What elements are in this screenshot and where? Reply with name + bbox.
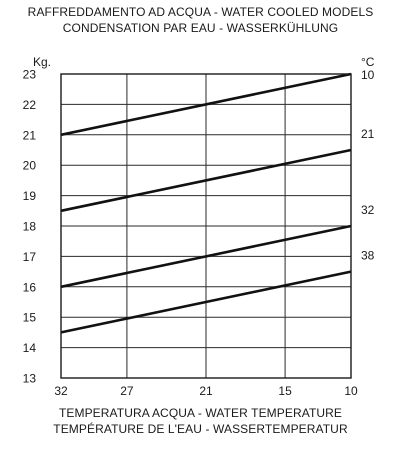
- y-tick-label: 21: [23, 128, 37, 142]
- series-labels: 10 21 32 38: [361, 68, 375, 263]
- y-axis-label: Kg.: [33, 55, 51, 69]
- x-tick-label: 27: [120, 384, 134, 398]
- y-tick-label: 16: [23, 280, 37, 294]
- y-tick-label: 17: [23, 250, 37, 264]
- y-tick-label: 18: [23, 220, 37, 234]
- series-label: 38: [361, 249, 375, 263]
- y-tick-label: 23: [23, 68, 37, 82]
- series-lines: [60, 72, 352, 334]
- series-label: 21: [361, 127, 375, 141]
- series-unit-label: °C: [361, 55, 375, 69]
- x-tick-labels: 32 27 21 15 10: [54, 384, 358, 398]
- series-label: 10: [361, 68, 375, 82]
- x-tick-label: 10: [344, 384, 358, 398]
- x-tick-label: 15: [278, 384, 292, 398]
- series-line: [60, 270, 352, 334]
- chart-title-line-2: CONDENSATION PAR EAU - WASSERKÜHLUNG: [62, 21, 339, 35]
- x-tick-label: 32: [54, 384, 68, 398]
- y-tick-label: 19: [23, 189, 37, 203]
- plot-frame: [60, 73, 352, 379]
- chart-title-line-1: RAFFREDDAMENTO AD ACQUA - WATER COOLED M…: [27, 5, 374, 19]
- y-tick-label: 15: [23, 311, 37, 325]
- x-axis-label-line-2: TEMPÉRATURE DE L'EAU - WASSERTEMPERATUR: [53, 422, 348, 436]
- series-line: [60, 224, 352, 289]
- y-tick-labels: 13 14 15 16 17 18 19 20 21 22 23: [23, 68, 37, 386]
- series-line: [60, 72, 352, 137]
- y-tick-label: 13: [23, 372, 37, 386]
- y-tick-label: 22: [23, 98, 37, 112]
- grid-lines: [60, 73, 352, 379]
- series-label: 32: [361, 203, 375, 217]
- y-tick-label: 14: [23, 341, 37, 355]
- x-tick-label: 21: [199, 384, 213, 398]
- series-line: [60, 148, 352, 213]
- y-tick-label: 20: [23, 159, 37, 173]
- x-axis-label-line-1: TEMPERATURA ACQUA - WATER TEMPERATURE: [58, 406, 343, 420]
